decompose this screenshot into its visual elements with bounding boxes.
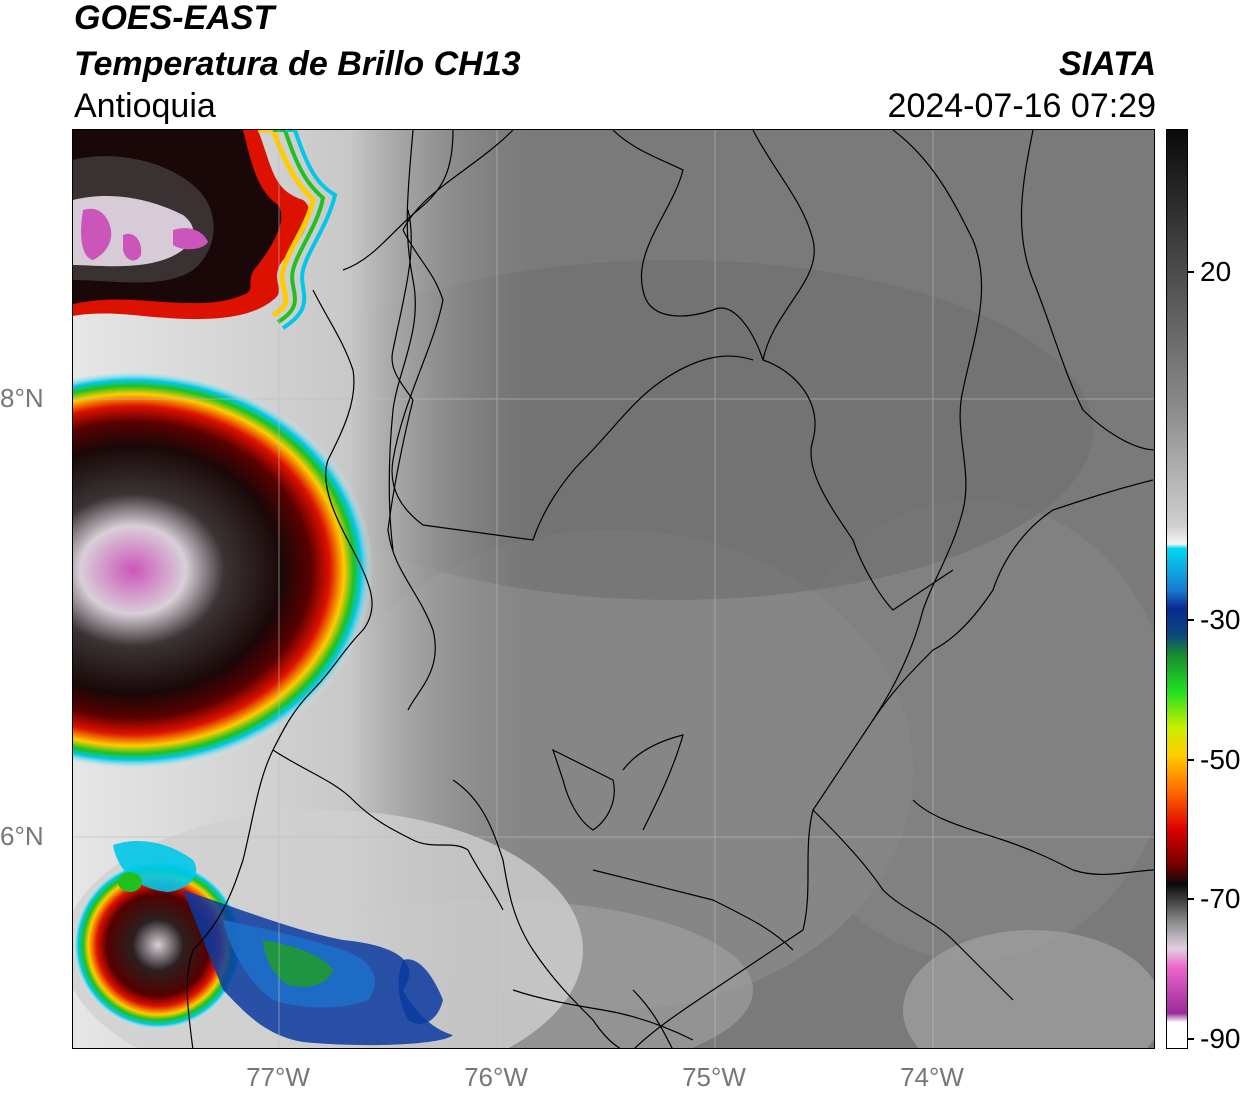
colorbar-label-minus90: -90 [1200,1023,1241,1054]
lon-label-77w: 77°W [246,1062,310,1092]
title-satellite: GOES-EAST [74,0,275,37]
satellite-map[interactable] [72,129,1155,1049]
colorbar-label-20: 20 [1200,256,1232,287]
colorbar-label-minus50: -50 [1200,744,1241,775]
colorbar-tick [1188,759,1194,761]
region-label: Antioquia [74,87,216,125]
colorbar-label-minus30: -30 [1200,604,1241,635]
lon-label-76w: 76°W [464,1062,528,1092]
colorbar-tick [1188,271,1194,273]
colorbar-tick [1188,1038,1194,1040]
lat-label-6n: 6°N [0,821,44,851]
colorbar-tick [1188,619,1194,621]
lat-label-8n: 8°N [0,383,44,413]
lon-label-74w: 74°W [900,1062,964,1092]
colorbar-label-minus70: -70 [1200,883,1241,914]
datetime-label: 2024-07-16 07:29 [887,87,1156,125]
colorbar-tick [1188,898,1194,900]
brand-label: SIATA [1059,45,1156,83]
temperature-colorbar [1166,129,1188,1049]
lon-label-75w: 75°W [682,1062,746,1092]
title-product: Temperatura de Brillo CH13 [74,45,521,83]
